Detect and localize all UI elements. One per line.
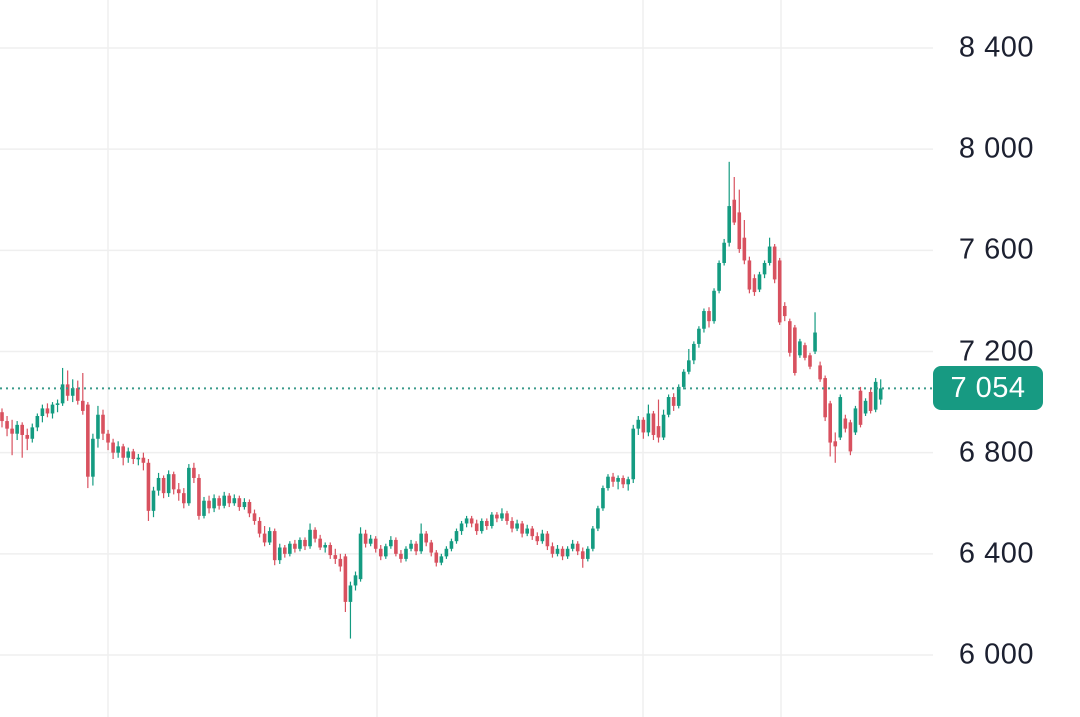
candlestick-chart[interactable] xyxy=(0,0,933,717)
price-axis-label: 7 200 xyxy=(958,335,1034,367)
candles xyxy=(0,161,883,639)
current-price-badge: 7 054 xyxy=(933,366,1043,411)
price-axis-label: 6 000 xyxy=(958,638,1034,671)
price-axis-label: 8 000 xyxy=(958,132,1034,165)
price-axis-label: 6 800 xyxy=(958,436,1034,469)
chart-canvas[interactable] xyxy=(0,0,933,717)
price-axis-label: 8 400 xyxy=(958,31,1034,64)
price-axis[interactable]: 7 054 8 400 8 000 7 600 7 200 6 800 6 400 6 00… xyxy=(933,0,1080,717)
gridlines xyxy=(0,0,933,717)
price-axis-label: 7 600 xyxy=(958,233,1034,266)
price-axis-label: 6 400 xyxy=(958,537,1034,570)
